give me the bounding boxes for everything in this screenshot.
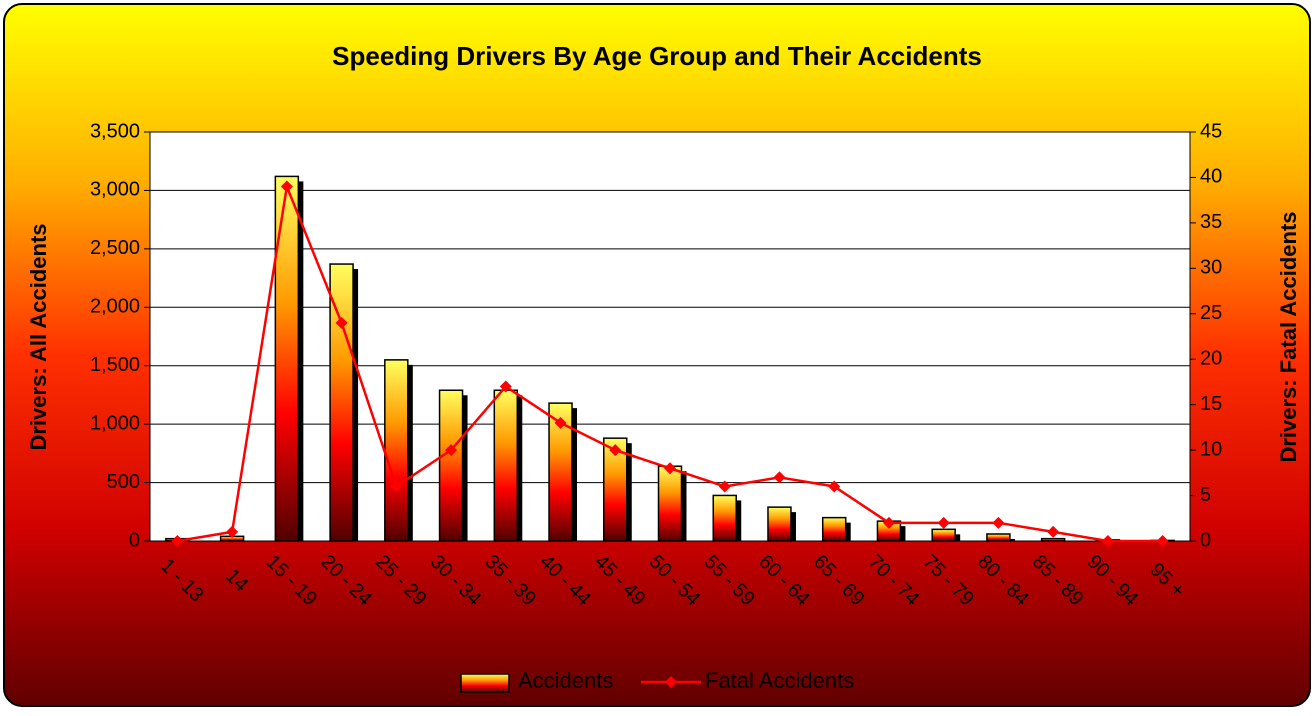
marker <box>609 444 622 457</box>
marker <box>280 180 293 193</box>
marker <box>335 316 348 329</box>
marker <box>445 444 458 457</box>
bar <box>493 389 519 542</box>
y2-tick-label: 35 <box>1200 211 1222 233</box>
legend-label: Fatal Accidents <box>705 668 854 693</box>
marker <box>882 516 895 529</box>
y2-tick-label: 20 <box>1200 348 1222 370</box>
y2-tick-label: 45 <box>1200 120 1222 142</box>
marker <box>1156 535 1169 547</box>
marker <box>773 471 786 484</box>
chart-title: Speeding Drivers By Age Group and Their … <box>332 41 982 71</box>
y-tick-label: 3,500 <box>90 120 140 142</box>
marker <box>171 535 184 547</box>
marker <box>718 480 731 493</box>
marker <box>828 480 841 493</box>
bar <box>821 516 847 542</box>
marker <box>226 525 239 538</box>
marker <box>499 380 512 393</box>
y-tick-label: 2,500 <box>90 237 140 259</box>
legend-marker <box>665 676 677 688</box>
y-tick-label: 500 <box>107 471 140 493</box>
bar <box>986 533 1011 542</box>
bar <box>384 359 409 542</box>
marker <box>1047 525 1060 538</box>
marker <box>664 462 676 475</box>
legend-label: Accidents <box>518 668 613 693</box>
y2-tick-label: 30 <box>1200 257 1222 279</box>
marker <box>992 516 1005 529</box>
y-tick-label: 0 <box>129 529 140 551</box>
y2-tick-label: 10 <box>1200 438 1222 460</box>
bar <box>767 506 792 542</box>
y-tick-label: 1,500 <box>90 354 140 376</box>
marker <box>554 416 567 429</box>
bar <box>931 528 956 542</box>
marker <box>390 480 403 493</box>
y2-tick-label: 0 <box>1200 529 1211 551</box>
y-tick-label: 1,000 <box>90 412 140 434</box>
y-tick-label: 3,000 <box>90 179 140 201</box>
y2-axis-title: Drivers: Fatal Accidents <box>1276 211 1301 462</box>
y2-tick-label: 5 <box>1200 484 1211 506</box>
marker <box>1101 535 1114 547</box>
y-axis-title: Drivers: All Accidents <box>26 223 51 450</box>
bar <box>438 389 464 542</box>
y2-tick-label: 25 <box>1200 302 1222 324</box>
y-tick-label: 2,000 <box>90 296 140 318</box>
bar <box>712 494 737 542</box>
marker <box>937 516 950 529</box>
y2-tick-label: 40 <box>1200 166 1222 188</box>
legend-swatch <box>460 673 510 693</box>
y2-tick-label: 15 <box>1200 393 1222 415</box>
bar <box>657 465 683 542</box>
